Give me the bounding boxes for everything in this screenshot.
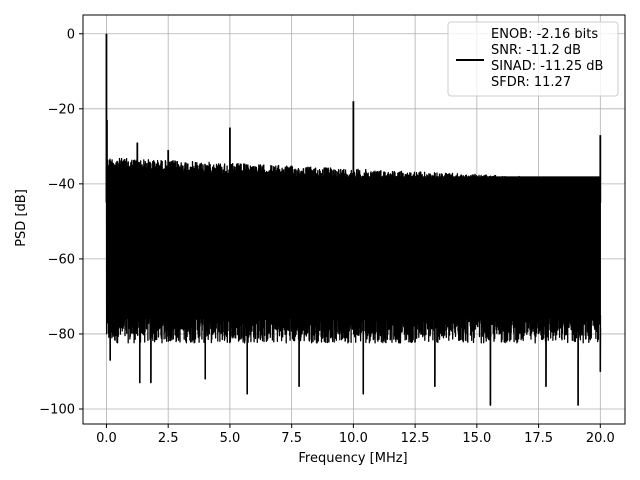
x-axis: 0.0 2.5 5.0 7.5 10.0 12.5 15.0 17.5 20.0 — [96, 424, 615, 446]
legend-entry-line: SNR: -11.2 dB — [491, 43, 581, 58]
x-tick-label: 2.5 — [158, 431, 179, 446]
plot-area — [105, 33, 602, 406]
y-tick-label: 0 — [67, 27, 75, 42]
y-tick-label: −80 — [48, 327, 75, 342]
y-tick-label: −100 — [39, 402, 75, 417]
x-tick-label: 12.5 — [401, 431, 430, 446]
legend-entry-line: ENOB: -2.16 bits — [491, 27, 598, 42]
x-tick-label: 10.0 — [339, 431, 368, 446]
y-tick-label: −20 — [48, 102, 75, 117]
legend-entry-line: SINAD: -11.25 dB — [491, 59, 603, 74]
x-axis-label: Frequency [MHz] — [298, 451, 407, 466]
x-tick-label: 0.0 — [96, 431, 117, 446]
y-axis: 0 −20 −40 −60 −80 −100 — [39, 27, 83, 417]
axes-frame — [82, 14, 626, 425]
x-tick-label: 15.0 — [462, 431, 491, 446]
y-axis-label: PSD [dB] — [14, 189, 29, 247]
x-tick-label: 7.5 — [281, 431, 302, 446]
x-tick-label: 20.0 — [586, 431, 615, 446]
legend-box — [447, 21, 619, 97]
y-tick-label: −40 — [48, 177, 75, 192]
x-tick-label: 17.5 — [524, 431, 553, 446]
y-tick-label: −60 — [48, 252, 75, 267]
legend-entry-line: SFDR: 11.27 — [491, 75, 571, 90]
x-tick-label: 5.0 — [220, 431, 241, 446]
